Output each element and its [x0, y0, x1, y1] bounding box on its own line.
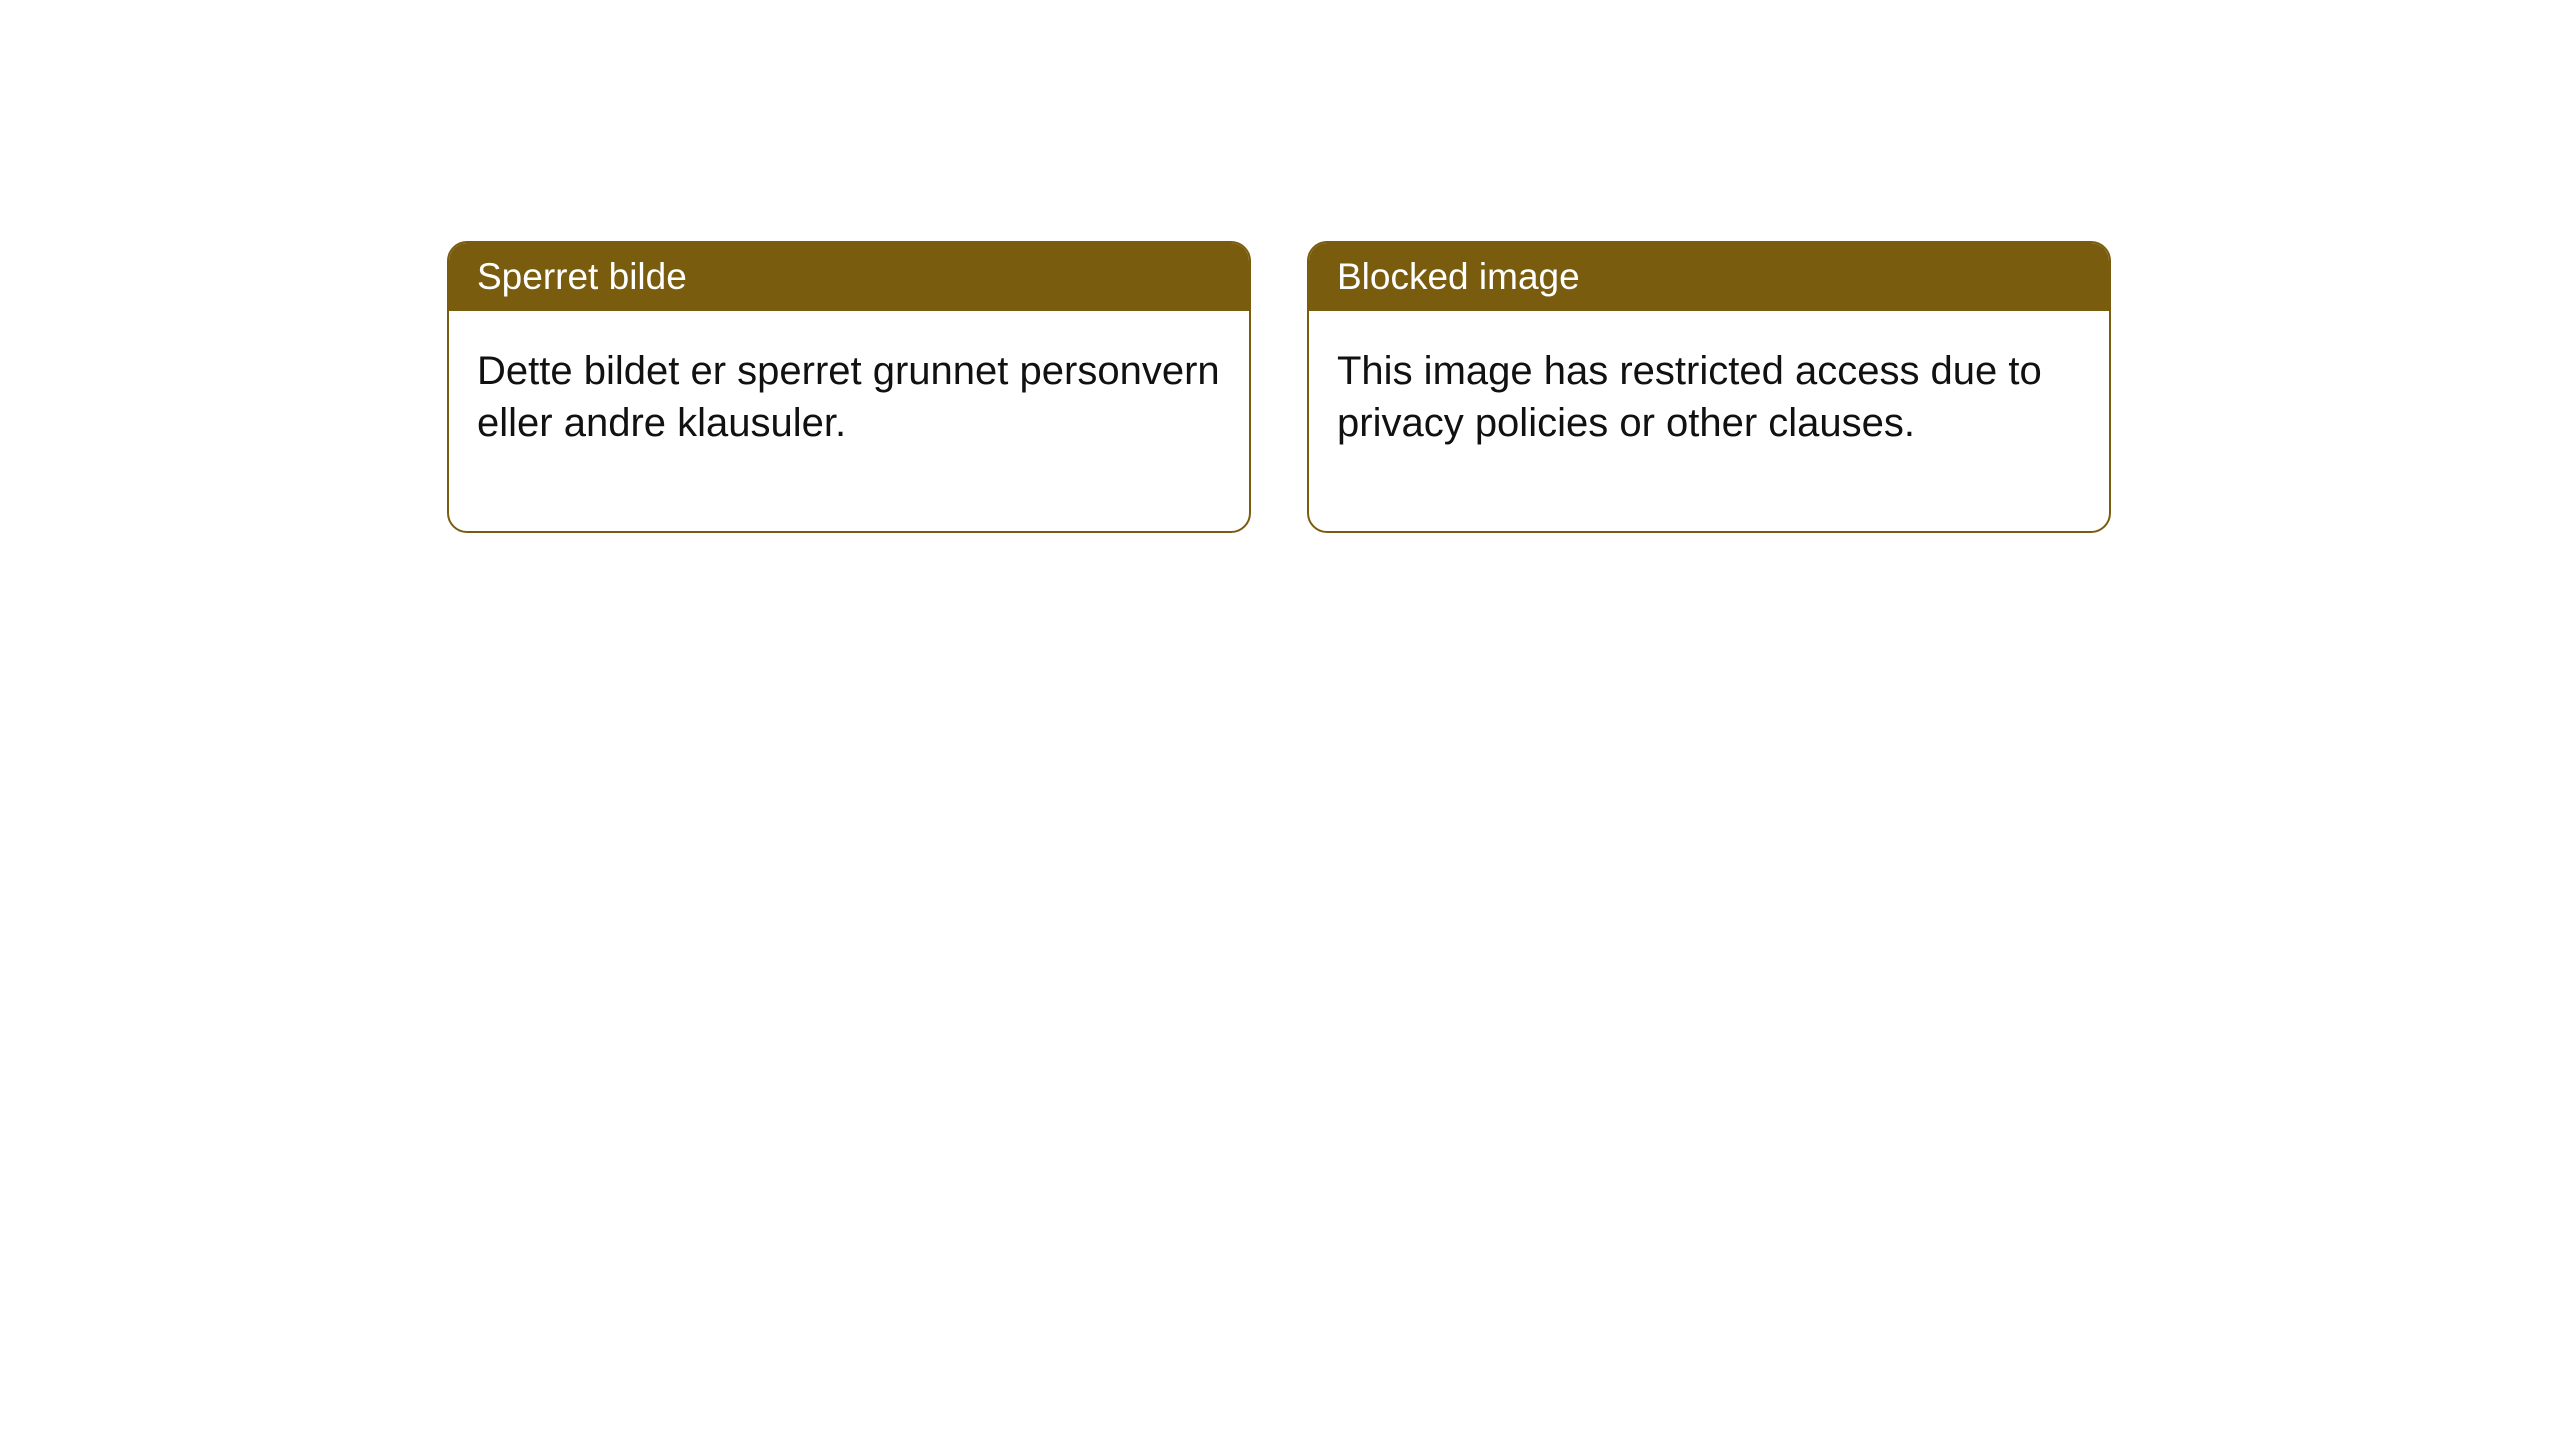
blocked-image-card-no: Sperret bilde Dette bildet er sperret gr…: [447, 241, 1251, 533]
notice-cards-row: Sperret bilde Dette bildet er sperret gr…: [447, 241, 2111, 533]
blocked-image-card-en: Blocked image This image has restricted …: [1307, 241, 2111, 533]
card-title: Sperret bilde: [449, 243, 1249, 311]
card-body-text: Dette bildet er sperret grunnet personve…: [449, 311, 1249, 531]
card-body-text: This image has restricted access due to …: [1309, 311, 2109, 531]
card-title: Blocked image: [1309, 243, 2109, 311]
